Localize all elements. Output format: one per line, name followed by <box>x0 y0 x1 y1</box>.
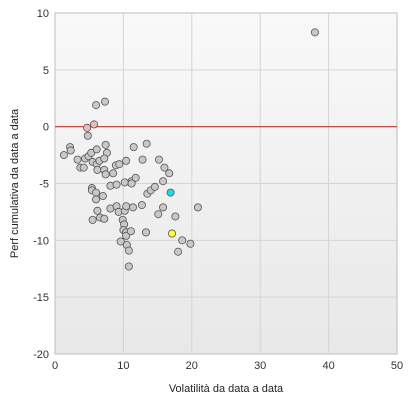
data-point-default <box>129 143 138 152</box>
data-point-default <box>131 173 140 182</box>
data-point-default <box>160 163 169 172</box>
x-tick-label: 30 <box>254 360 266 372</box>
data-point-default <box>93 206 102 215</box>
data-point-default <box>128 203 137 212</box>
data-point-default <box>66 146 75 155</box>
data-point-default <box>92 101 101 110</box>
data-point-pink <box>89 120 98 129</box>
data-point-default <box>142 139 151 148</box>
data-point-default <box>59 151 68 160</box>
data-point-default <box>120 178 129 187</box>
data-point-default <box>79 163 88 172</box>
data-point-default <box>137 201 146 210</box>
y-tick-label: 0 <box>43 122 49 134</box>
data-point-default <box>193 203 202 212</box>
x-tick-label: 40 <box>322 360 334 372</box>
data-point-default <box>116 237 125 246</box>
data-point-pink <box>83 123 92 132</box>
data-point-default <box>122 202 131 211</box>
data-point-default <box>171 212 180 221</box>
data-point-default <box>92 188 101 197</box>
data-point-default <box>109 169 118 178</box>
data-point-default <box>124 262 133 271</box>
data-point-cyan <box>166 188 175 197</box>
data-point-default <box>101 140 110 149</box>
data-point-default <box>101 170 110 179</box>
data-point-default <box>83 131 92 140</box>
data-point-default <box>92 195 101 204</box>
data-point-default <box>154 155 163 164</box>
data-point-default <box>178 236 187 245</box>
data-point-default <box>186 239 195 248</box>
x-tick-label: 20 <box>186 360 198 372</box>
data-point-default <box>115 160 124 169</box>
data-point-default <box>126 227 135 236</box>
y-tick-label: -5 <box>39 179 49 191</box>
data-point-default <box>100 97 109 106</box>
data-point-default <box>159 203 168 212</box>
y-tick-label: 10 <box>37 8 49 20</box>
data-point-default <box>98 192 107 201</box>
y-tick-label: -20 <box>33 349 49 361</box>
data-point-default <box>73 155 82 164</box>
x-tick-label: 50 <box>391 360 403 372</box>
data-point-default <box>159 177 168 186</box>
data-point-default <box>165 169 174 178</box>
data-point-default <box>93 165 102 174</box>
data-point-default <box>88 215 97 224</box>
data-point-default <box>174 247 183 256</box>
data-point-default <box>154 210 163 219</box>
data-point-default <box>100 154 109 163</box>
data-point-default <box>127 179 136 188</box>
data-point-yellow <box>167 229 176 238</box>
data-point-default <box>141 228 150 237</box>
data-points <box>59 28 319 271</box>
data-point-default <box>124 246 133 255</box>
data-point-default <box>310 28 319 37</box>
y-axis-title: Perf cumulativa da data a data <box>9 108 21 258</box>
data-point-default <box>92 145 101 154</box>
y-tick-label: -15 <box>33 292 49 304</box>
data-point-default <box>100 214 109 223</box>
data-point-default <box>138 155 147 164</box>
x-axis-title: Volatilità da data a data <box>169 383 284 395</box>
data-point-default <box>122 231 131 240</box>
data-point-default <box>150 182 159 191</box>
data-point-default <box>122 156 131 165</box>
x-tick-label: 10 <box>117 360 129 372</box>
x-tick-label: 0 <box>52 360 58 372</box>
data-point-default <box>112 180 121 189</box>
y-tick-label: 5 <box>43 65 49 77</box>
y-tick-label: -10 <box>33 235 49 247</box>
